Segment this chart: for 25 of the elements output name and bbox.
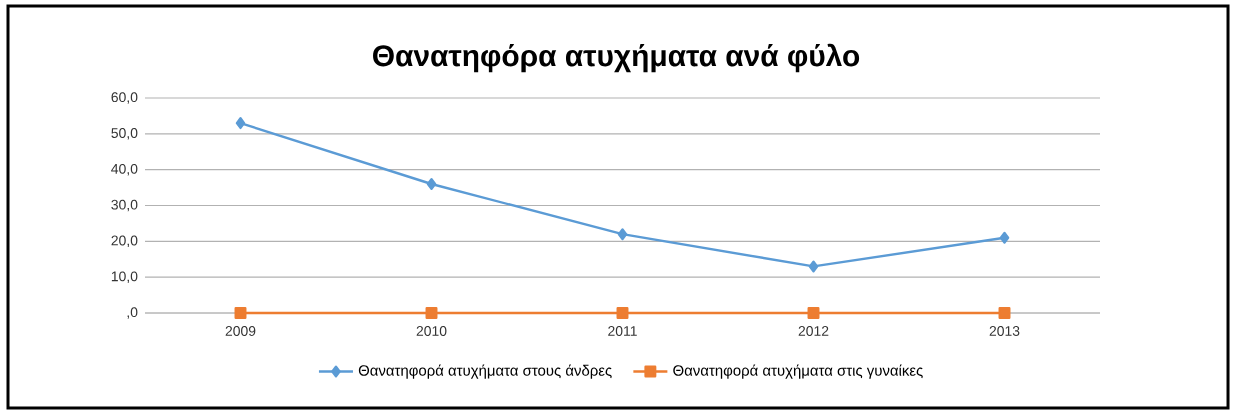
point	[426, 178, 437, 190]
x-tick-label: 2009	[225, 326, 256, 336]
point	[235, 117, 246, 130]
point	[998, 307, 1011, 319]
y-tick-label: 50,0	[111, 128, 138, 140]
y-tick-label: 20,0	[111, 235, 138, 248]
y-tick-label: 60,0	[111, 92, 138, 104]
chart-title: Θανατηφόρα ατυχήματα ανά φύλο	[373, 43, 860, 73]
y-tick-label: 40,0	[111, 163, 138, 176]
point	[425, 307, 438, 319]
x-tick-label: 2013	[989, 326, 1020, 336]
point	[807, 307, 820, 319]
point	[234, 307, 247, 319]
point	[999, 231, 1010, 244]
y-tick-label: 30,0	[111, 199, 138, 212]
y-tick-label: ,0	[127, 307, 138, 319]
point	[808, 260, 819, 273]
x-tick-label: 2012	[798, 326, 829, 336]
legend-label: Θανατηφορά ατυχήματα στους άνδρες	[358, 364, 612, 379]
point	[616, 307, 629, 319]
x-tick-label: 2010	[416, 326, 447, 336]
legend-label: Θανατηφορά ατυχήματα στις γυναίκες	[673, 364, 923, 379]
point	[617, 228, 628, 241]
y-tick-label: 10,0	[111, 271, 138, 283]
x-tick-label: 2011	[608, 326, 637, 336]
